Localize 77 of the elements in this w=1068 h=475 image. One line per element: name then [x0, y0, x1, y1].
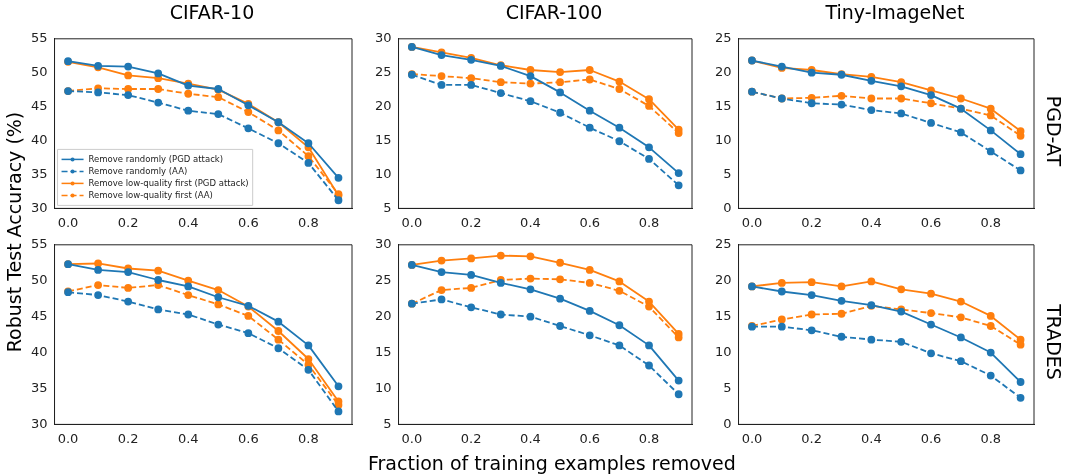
- y-tick-label: 15: [375, 131, 392, 147]
- y-tick-label: 10: [375, 379, 392, 395]
- x-tick-label: 0.8: [980, 214, 1002, 230]
- x-tick-label: 0.4: [177, 430, 199, 446]
- legend-label: Remove low-quality first (AA): [88, 189, 213, 200]
- x-tick-label: 0.2: [117, 430, 139, 446]
- x-tick-label: 0.0: [57, 214, 79, 230]
- y-tick-label: 55: [31, 30, 48, 46]
- x-tick-label: 0.6: [238, 214, 259, 230]
- y-tick-label: 30: [31, 199, 48, 215]
- x-tick-label: 0.2: [801, 430, 822, 446]
- y-tick-label: 0: [723, 415, 732, 431]
- y-axis-title: Robust Test Accuracy (%): [2, 111, 25, 353]
- y-tick-label: 5: [383, 415, 392, 431]
- x-tick-label: 0.6: [238, 430, 259, 446]
- x-tick-label: 0.6: [920, 430, 942, 446]
- y-tick-label: 25: [375, 64, 392, 80]
- y-tick-label: 5: [723, 165, 732, 181]
- x-tick-label: 0.4: [520, 430, 541, 446]
- legend-label: Remove randomly (PGD attack): [88, 153, 224, 164]
- x-tick-label: 0.8: [298, 430, 319, 446]
- y-tick-label: 30: [375, 30, 392, 46]
- x-tick-label: 0.2: [460, 214, 482, 230]
- y-tick-label: 25: [715, 236, 732, 252]
- y-tick-label: 20: [715, 64, 732, 80]
- y-tick-label: 45: [31, 308, 48, 324]
- y-tick-label: 35: [31, 379, 48, 395]
- x-tick-label: 0.6: [920, 214, 942, 230]
- x-tick-label: 0.0: [741, 214, 763, 230]
- y-tick-label: 40: [31, 131, 48, 147]
- x-tick-label: 0.4: [520, 214, 541, 230]
- chart-title: Tiny-ImageNet: [824, 1, 966, 23]
- y-tick-label: 30: [31, 415, 48, 431]
- x-tick-label: 0.8: [638, 214, 660, 230]
- x-axis-title: Fraction of training examples removed: [368, 452, 736, 474]
- y-tick-label: 50: [31, 64, 48, 80]
- y-tick-label: 10: [375, 165, 392, 181]
- y-tick-label: 40: [31, 343, 48, 359]
- y-tick-label: 55: [31, 236, 48, 252]
- y-tick-label: 10: [715, 131, 732, 147]
- y-tick-label: 45: [31, 98, 48, 114]
- y-tick-label: 10: [715, 343, 732, 359]
- y-tick-label: 0: [723, 199, 732, 215]
- x-tick-label: 0.0: [741, 430, 763, 446]
- x-tick-label: 0.6: [579, 214, 601, 230]
- legend-label: Remove low-quality first (PGD attack): [88, 177, 249, 188]
- x-tick-label: 0.8: [980, 430, 1002, 446]
- y2-axis-title: TRADES: [1042, 304, 1065, 380]
- y-tick-label: 50: [31, 272, 48, 288]
- y-tick-label: 5: [723, 379, 732, 395]
- x-tick-label: 0.4: [861, 430, 882, 446]
- y-tick-label: 15: [715, 98, 732, 114]
- x-tick-label: 0.2: [801, 214, 822, 230]
- y-tick-label: 15: [715, 308, 732, 324]
- y-tick-label: 20: [375, 308, 392, 324]
- y-tick-label: 30: [375, 236, 392, 252]
- y-tick-label: 20: [375, 98, 392, 114]
- y-tick-label: 5: [383, 199, 392, 215]
- y2-axis-title: PGD-AT: [1043, 95, 1066, 167]
- y-tick-label: 20: [715, 272, 732, 288]
- y-tick-label: 35: [31, 165, 48, 181]
- x-tick-label: 0.8: [298, 214, 319, 230]
- x-tick-label: 0.4: [861, 214, 882, 230]
- y-tick-label: 25: [375, 272, 392, 288]
- chart-title: CIFAR-10: [168, 1, 256, 23]
- x-tick-label: 0.2: [460, 430, 482, 446]
- y-tick-label: 15: [375, 343, 392, 359]
- x-tick-label: 0.6: [579, 430, 601, 446]
- y-tick-label: 25: [715, 30, 732, 46]
- x-tick-label: 0.4: [177, 214, 199, 230]
- x-tick-label: 0.0: [401, 430, 423, 446]
- legend-label: Remove randomly (AA): [88, 165, 188, 176]
- x-tick-label: 0.0: [57, 430, 79, 446]
- x-tick-label: 0.0: [401, 214, 423, 230]
- x-tick-label: 0.2: [117, 214, 139, 230]
- chart-title: CIFAR-100: [504, 1, 604, 23]
- x-tick-label: 0.8: [638, 430, 660, 446]
